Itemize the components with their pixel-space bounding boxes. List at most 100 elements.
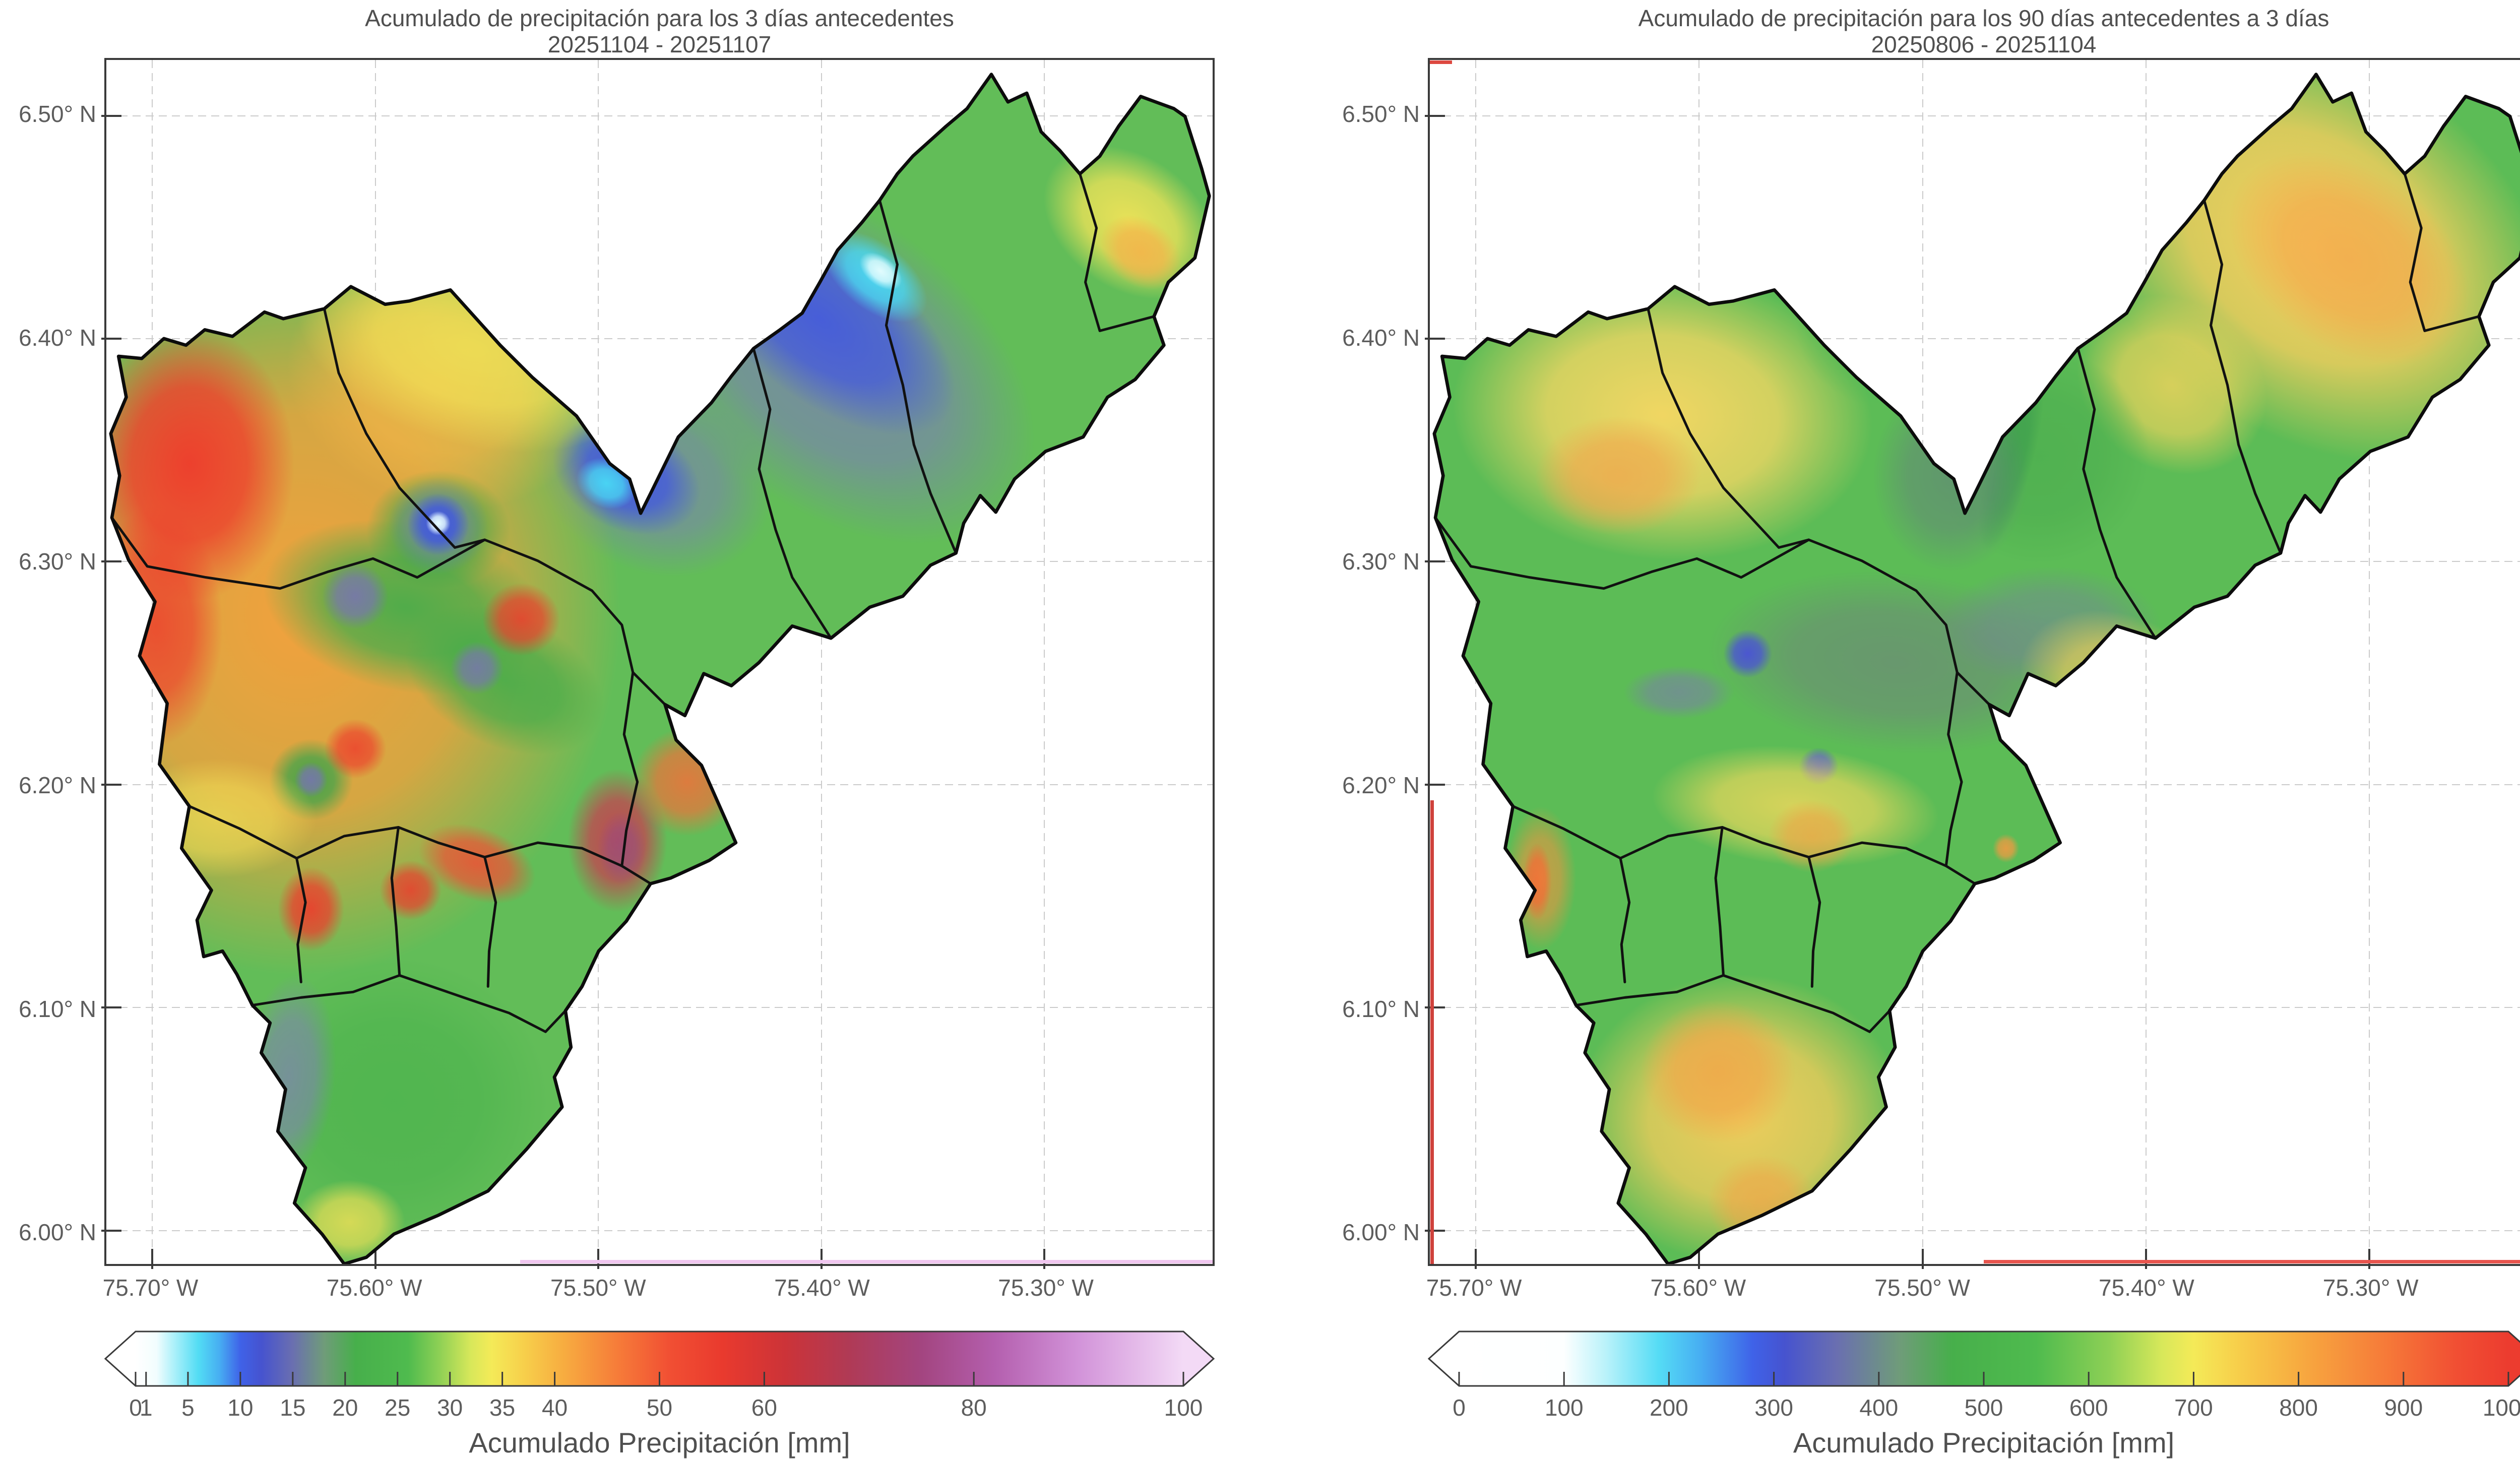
precipitation-blob	[1640, 999, 1796, 1144]
y-tick-label: 6.00° N	[1342, 1219, 1420, 1246]
y-tick-label: 6.30° N	[1342, 548, 1420, 575]
municipality-boundary	[251, 974, 567, 1033]
precipitation-blob	[278, 867, 344, 951]
precipitation-blob	[482, 583, 560, 656]
y-gridline	[106, 115, 1213, 116]
right-colorbar-svg	[1427, 1330, 2520, 1387]
colorbar-tick-label: 0	[129, 1394, 142, 1421]
right-panel-title: Acumulado de precipitación para los 90 d…	[1428, 5, 2520, 57]
municipality-boundary	[323, 307, 486, 549]
y-tick-label: 6.40° N	[1342, 324, 1420, 351]
left-basin-map	[109, 73, 1211, 1264]
x-gridline	[821, 60, 822, 1264]
y-gridline	[1430, 115, 2520, 116]
precipitation-blob	[324, 719, 387, 779]
x-tick-label: 75.40° W	[774, 1275, 870, 1301]
municipality-boundary	[2403, 172, 2481, 332]
left-map-plot	[101, 58, 1215, 1269]
municipality-boundary	[752, 347, 833, 640]
municipality-boundary	[1619, 857, 1631, 984]
y-tick-label: 6.20° N	[1342, 772, 1420, 798]
right-panel-title-line2: 20250806 - 20251104	[1871, 31, 2097, 57]
basin-outline	[109, 73, 1211, 1264]
municipality-boundary	[1079, 172, 1156, 332]
basin-outline	[1432, 73, 2520, 1264]
left-colorbar-axis-label: Acumulado Precipitación [mm]	[469, 1427, 850, 1458]
y-tick-mark	[1425, 338, 1445, 340]
right-colorbar-axis-label: Acumulado Precipitación [mm]	[1793, 1427, 2175, 1458]
y-tick-mark	[101, 338, 121, 340]
precipitation-blob	[1723, 629, 1773, 678]
y-gridline	[1430, 1230, 2520, 1231]
x-tick-mark	[1043, 1249, 1046, 1269]
y-tick-mark	[1425, 1006, 1445, 1009]
y-tick-mark	[101, 783, 121, 786]
precipitation-blob	[1623, 666, 1735, 719]
y-tick-mark	[1425, 783, 1445, 786]
colorbar-tick-label: 1	[139, 1394, 153, 1421]
precipitation-blob	[1535, 416, 1702, 536]
precipitation-blob	[426, 511, 451, 536]
y-tick-label: 6.50° N	[19, 100, 96, 127]
municipality-boundary	[1434, 516, 1991, 706]
precipitation-blob	[418, 823, 536, 904]
colorbar-tick-label: 5	[181, 1394, 195, 1421]
y-gridline	[1430, 338, 2520, 339]
municipality-boundary	[483, 856, 497, 988]
municipality-boundary	[620, 671, 639, 867]
precipitation-blob	[222, 1140, 285, 1207]
y-tick-mark	[1425, 1229, 1445, 1232]
municipality-boundary	[1714, 826, 1725, 977]
colorbar-tick-label: 35	[489, 1394, 516, 1421]
x-tick-mark	[1921, 1249, 1924, 1269]
colorbar-tick-label: 500	[1964, 1394, 2003, 1421]
y-gridline	[106, 1230, 1213, 1231]
y-tick-label: 6.20° N	[19, 772, 96, 798]
municipality-boundary	[1511, 805, 1976, 885]
municipality-boundary	[2202, 199, 2282, 554]
x-tick-mark	[597, 1249, 600, 1269]
precipitation-blob	[859, 252, 902, 290]
x-tick-mark	[2145, 1249, 2147, 1269]
precipitation-blob	[625, 122, 827, 274]
precipitation-blob	[1992, 834, 2020, 863]
x-gridline	[2368, 60, 2370, 1264]
colorbar-tick-label: 100	[1544, 1394, 1584, 1421]
x-tick-label: 75.30° W	[2322, 1275, 2419, 1301]
colorbar-tick-label: 80	[961, 1394, 987, 1421]
x-gridline	[1044, 60, 1045, 1264]
x-tick-mark	[820, 1249, 823, 1269]
colorbar-tick-label: 60	[751, 1394, 777, 1421]
raster-edge-artifact	[1430, 60, 1452, 64]
left-panel-title: Acumulado de precipitación para los 3 dí…	[104, 5, 1215, 57]
right-colorbar	[1427, 1330, 2520, 1387]
x-tick-mark	[1698, 1249, 1700, 1269]
municipality-boundary	[2076, 347, 2157, 640]
x-tick-label: 75.50° W	[1874, 1275, 1970, 1301]
colorbar-tick-label: 100	[1164, 1394, 1203, 1421]
colorbar-tick-label: 300	[1754, 1394, 1793, 1421]
precipitation-blob	[322, 563, 389, 629]
y-tick-label: 6.30° N	[19, 548, 96, 575]
x-tick-mark	[151, 1249, 154, 1269]
colorbar-tick-label: 400	[1859, 1394, 1899, 1421]
precipitation-blob	[1505, 806, 1577, 950]
municipality-boundary	[188, 805, 652, 885]
precipitation-blob	[1795, 241, 1995, 410]
x-tick-mark	[2368, 1249, 2370, 1269]
x-tick-label: 75.70° W	[1426, 1275, 1522, 1301]
municipality-boundary	[1807, 856, 1821, 988]
colorbar-tick-label: 10	[227, 1394, 254, 1421]
colorbar-tick-label: 200	[1650, 1394, 1688, 1421]
raster-edge-artifact	[1984, 1260, 2520, 1263]
y-tick-mark	[1425, 114, 1445, 117]
precipitation-blob	[1707, 1154, 1818, 1252]
colorbar-tick-label: 800	[2279, 1394, 2318, 1421]
municipality-boundary	[1647, 307, 1810, 549]
colorbar-tick-label: 25	[385, 1394, 411, 1421]
y-tick-label: 6.50° N	[1342, 100, 1420, 127]
x-tick-label: 75.30° W	[998, 1275, 1094, 1301]
y-tick-mark	[101, 1229, 121, 1232]
municipality-boundary	[110, 516, 666, 706]
